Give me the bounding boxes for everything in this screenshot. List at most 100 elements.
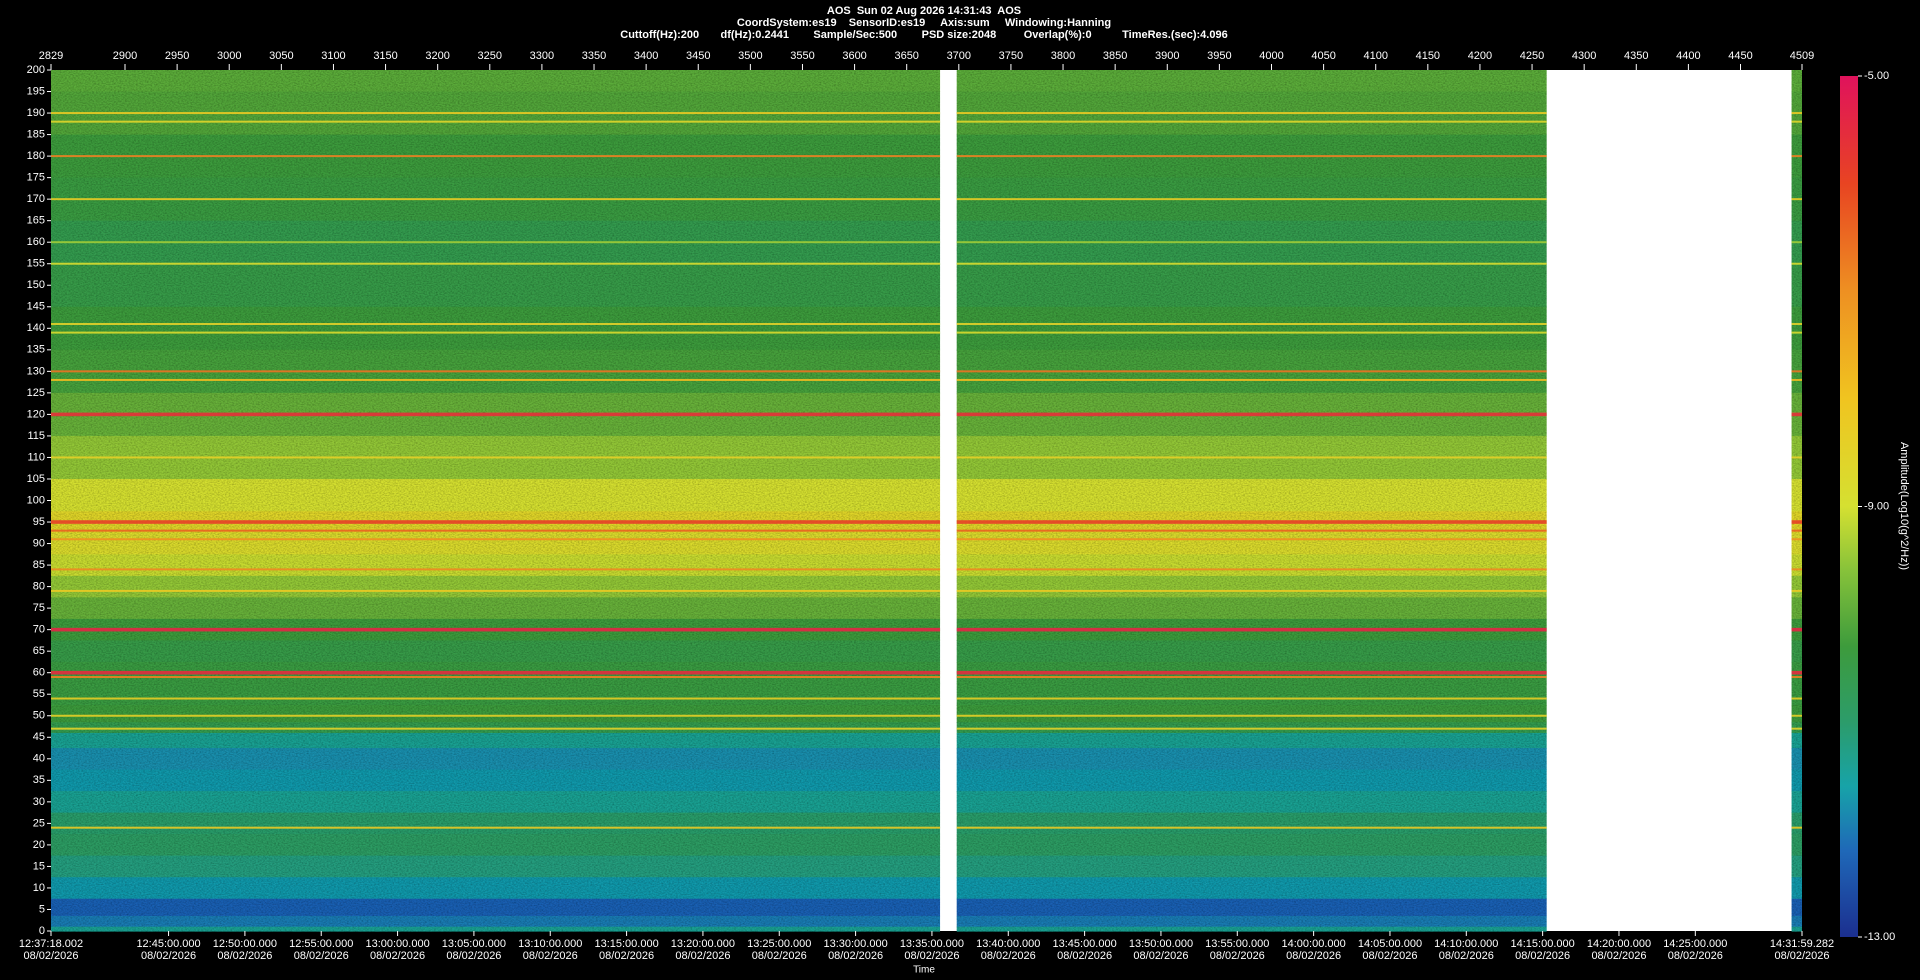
tone-line [956, 331, 1547, 334]
y-tick-label: 80 [33, 581, 45, 593]
colorbar-tick-label: -9.00 [1864, 500, 1889, 512]
y-tick-label: 145 [27, 301, 45, 313]
time-tick-label: 13:10:00.000 [518, 938, 582, 950]
y-tick-label: 60 [33, 667, 45, 679]
y-tick-label: 150 [27, 279, 45, 291]
spectrum-band [1791, 834, 1802, 857]
x-tick-label: 4400 [1676, 50, 1700, 62]
y-tick-label: 110 [27, 451, 45, 463]
x-tick-label: 2950 [165, 50, 189, 62]
spectrum-band [51, 732, 941, 749]
x-tick-label: 3250 [478, 50, 502, 62]
spectrum-band [956, 597, 1547, 620]
spectrum-band [51, 748, 941, 771]
tone-line [51, 456, 941, 459]
tone-line [51, 676, 941, 679]
date-tick-label: 08/02/2026 [1668, 950, 1723, 962]
spectrum-band [51, 877, 941, 900]
y-tick-label: 25 [33, 817, 45, 829]
tone-line [1791, 378, 1802, 381]
colorbar-title: Amplitude(Log10(g^2/Hz)) [1898, 442, 1910, 570]
y-tick-label: 130 [27, 365, 45, 377]
spectrum-band [51, 263, 941, 308]
x-tick-label: 3650 [894, 50, 918, 62]
y-tick-label: 170 [27, 193, 45, 205]
tone-line [1791, 697, 1802, 700]
tone-line [51, 241, 941, 244]
spectrum-band [51, 791, 941, 814]
header-line: Cuttoff(Hz):200 df(Hz):0.2441 Sample/Sec… [620, 29, 1227, 41]
y-tick-label: 135 [27, 344, 45, 356]
tone-line [956, 568, 1547, 571]
spectrum-band [51, 769, 941, 792]
x-tick-label: 4350 [1624, 50, 1648, 62]
y-tick-label: 160 [27, 236, 45, 248]
spectrum-band [1791, 732, 1802, 749]
spectrum-band [51, 898, 941, 917]
y-tick-label: 50 [33, 710, 45, 722]
spectrum-band [51, 306, 941, 351]
tone-line [956, 727, 1547, 730]
y-tick-label: 45 [33, 731, 45, 743]
tone-line [1791, 370, 1802, 373]
tone-line [956, 627, 1547, 632]
spectrum-band [51, 70, 941, 93]
spectrum-band [51, 812, 941, 835]
spectrum-band [1791, 855, 1802, 878]
tone-line [51, 198, 941, 201]
time-tick-label: 12:55:00.000 [289, 938, 353, 950]
y-tick-label: 75 [33, 602, 45, 614]
tone-line [1791, 456, 1802, 459]
tone-line [51, 112, 941, 115]
spectrum-band [1791, 791, 1802, 814]
axes: 2829 2900 2950 3000 3050 3100 3150 3200 3250 3300… [19, 50, 1895, 962]
date-tick-label: 08/02/2026 [981, 950, 1036, 962]
tone-line [1791, 670, 1802, 675]
y-tick-label: 105 [27, 473, 45, 485]
spectrum-band [1791, 926, 1802, 932]
time-tick-label: 13:25:00.000 [747, 938, 811, 950]
tone-line [51, 589, 941, 592]
tone-line [1791, 568, 1802, 571]
y-tick-label: 200 [27, 64, 45, 76]
spectrum-band [51, 478, 941, 512]
time-tick-label: 13:00:00.000 [365, 938, 429, 950]
tone-line [1791, 826, 1802, 829]
date-tick-label: 08/02/2026 [1210, 950, 1265, 962]
tone-line [956, 529, 1547, 532]
y-tick-label: 120 [27, 408, 45, 420]
tone-line [51, 412, 941, 417]
tone-line [51, 727, 941, 730]
spectrum-band [956, 915, 1547, 928]
spectrum-band [51, 575, 941, 598]
tone-line [51, 568, 941, 571]
date-tick-label: 08/02/2026 [752, 950, 807, 962]
tone-line [1791, 112, 1802, 115]
x-tick-label: 3350 [582, 50, 606, 62]
tone-line [956, 697, 1547, 700]
tone-line [51, 322, 941, 325]
tone-line [51, 520, 941, 524]
y-tick-label: 65 [33, 645, 45, 657]
x-tick-label: 3150 [373, 50, 397, 62]
date-tick-label: 08/02/2026 [217, 950, 272, 962]
tone-line [956, 322, 1547, 325]
tone-line [956, 456, 1547, 459]
tone-line [956, 676, 1547, 679]
tone-line [956, 826, 1547, 829]
tone-line [51, 120, 941, 123]
spectrum-band [956, 683, 1547, 706]
y-tick-label: 155 [27, 258, 45, 270]
colorbar-tick-label: -5.00 [1864, 70, 1889, 82]
spectrum-band [51, 640, 941, 663]
y-tick-label: 35 [33, 774, 45, 786]
time-tick-label: 14:00:00.000 [1282, 938, 1346, 950]
y-tick-label: 30 [33, 796, 45, 808]
tone-line [956, 112, 1547, 115]
tone-line [956, 714, 1547, 717]
date-tick-label: 08/02/2026 [1774, 950, 1829, 962]
tone-line [51, 155, 941, 158]
y-tick-label: 195 [27, 85, 45, 97]
x-tick-label: 3000 [217, 50, 241, 62]
